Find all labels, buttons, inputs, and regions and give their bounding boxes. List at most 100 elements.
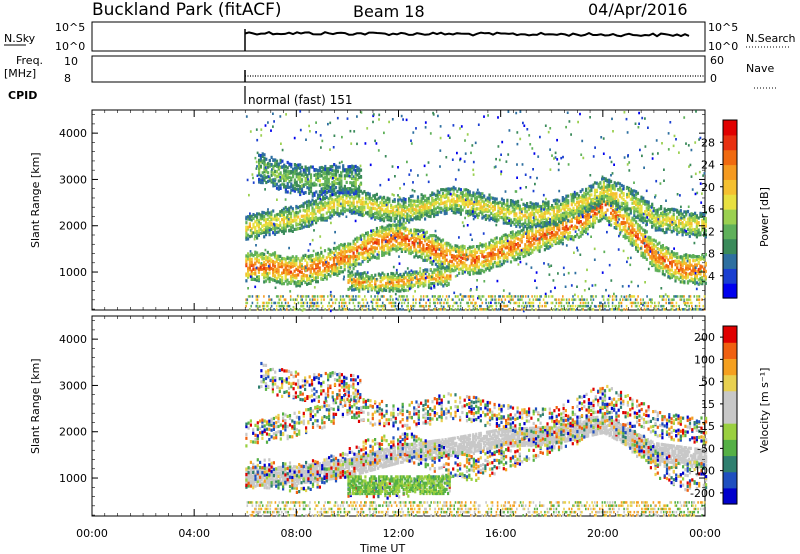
power-cell: [465, 251, 468, 255]
power-cell: [361, 233, 364, 237]
power-cell: [309, 256, 312, 260]
power-cell: [348, 210, 352, 214]
power-cell: [543, 243, 546, 247]
power-cell: [475, 271, 479, 275]
power-cell: [316, 202, 319, 206]
power-cell: [441, 194, 445, 198]
power-cell: [329, 264, 332, 269]
power-cell: [359, 205, 362, 209]
power-cell: [411, 209, 414, 213]
power-cell: [534, 238, 538, 242]
power-cell: [629, 242, 632, 246]
power-cell: [363, 244, 366, 248]
power-cell: [266, 222, 269, 226]
power-cell: [315, 205, 318, 209]
power-cell: [282, 270, 285, 275]
power-cell: [338, 270, 341, 274]
power-cell: [384, 230, 387, 234]
power-cell: [359, 262, 362, 266]
power-cell: [266, 230, 269, 234]
power-cell: [284, 216, 287, 220]
power-cell: [458, 208, 461, 212]
power-cell: [306, 219, 309, 223]
power-cell: [692, 280, 695, 284]
power-cell: [606, 218, 609, 222]
power-cell: [545, 244, 548, 248]
power-cell: [527, 252, 530, 257]
power-cell: [638, 237, 641, 241]
power-cell: [654, 253, 657, 257]
power-cell: [322, 197, 325, 201]
power-cell: [388, 252, 391, 256]
power-cell: [703, 255, 706, 259]
power-cell: [286, 264, 289, 268]
power-cell: [247, 225, 250, 229]
power-cell: [665, 269, 668, 273]
power-cell: [461, 271, 464, 275]
power-cell: [261, 210, 264, 214]
power-cell: [379, 209, 382, 213]
power-cell: [701, 276, 704, 280]
power-cell: [288, 260, 291, 264]
power-cell: [506, 241, 509, 245]
nave-hi-tick: 60: [710, 54, 724, 67]
power-cell: [382, 233, 386, 237]
power-cell: [500, 250, 504, 254]
power-cell: [273, 268, 277, 272]
power-cell: [391, 208, 395, 212]
power-cell: [638, 247, 641, 251]
power-cell: [509, 235, 513, 239]
power-cell: [400, 222, 403, 226]
power-cell: [463, 261, 466, 265]
power-cell: [627, 238, 631, 243]
power-cell: [400, 249, 403, 253]
power-cell: [286, 207, 289, 211]
power-cell: [399, 246, 402, 250]
power-cell: [404, 244, 407, 249]
power-cell: [382, 200, 386, 204]
power-cell: [669, 261, 672, 265]
power-cell: [309, 279, 312, 283]
power-cell: [374, 241, 377, 245]
power-cell: [640, 251, 643, 255]
power-cell: [418, 241, 421, 245]
power-cell: [500, 235, 504, 239]
power-cell: [627, 222, 631, 226]
power-cell: [345, 200, 348, 204]
power-cell: [652, 256, 656, 260]
power-cell: [495, 244, 498, 248]
power-cell: [320, 276, 323, 280]
power-cell: [366, 235, 369, 239]
power-cell: [418, 243, 421, 247]
power-cell: [270, 258, 273, 262]
power-cell: [586, 206, 589, 210]
power-cell: [674, 263, 677, 267]
power-cell: [252, 231, 255, 235]
power-cell: [454, 203, 457, 207]
power-cell: [452, 203, 455, 207]
power-cell: [252, 267, 255, 271]
power-cell: [692, 271, 695, 276]
power-cell: [370, 209, 373, 213]
power-cell: [316, 280, 319, 284]
power-cell: [561, 226, 564, 231]
power-cell: [266, 227, 269, 231]
power-cell: [522, 228, 525, 232]
power-cell: [515, 247, 518, 251]
power-cell: [291, 218, 294, 223]
power-cell: [502, 251, 505, 255]
power-cell: [461, 198, 464, 202]
power-cell: [685, 275, 688, 279]
power-cell: [315, 263, 318, 267]
power-cell: [465, 249, 468, 253]
power-cell: [381, 245, 384, 249]
power-cell: [366, 202, 369, 207]
power-cell: [685, 262, 688, 266]
power-cell: [581, 232, 584, 236]
power-cell: [660, 261, 663, 265]
power-cell: [456, 207, 459, 212]
power-cell: [406, 236, 409, 241]
power-cell: [336, 202, 339, 206]
power-cell: [568, 225, 572, 229]
power-cell: [624, 224, 627, 228]
